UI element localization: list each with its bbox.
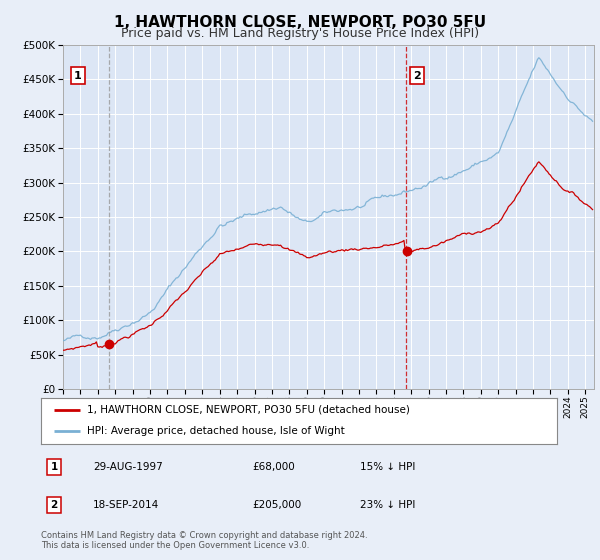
- Text: 2: 2: [50, 500, 58, 510]
- Text: 1, HAWTHORN CLOSE, NEWPORT, PO30 5FU: 1, HAWTHORN CLOSE, NEWPORT, PO30 5FU: [114, 15, 486, 30]
- Text: £68,000: £68,000: [252, 462, 295, 472]
- Text: 18-SEP-2014: 18-SEP-2014: [93, 500, 159, 510]
- Text: 1: 1: [50, 462, 58, 472]
- Text: Contains HM Land Registry data © Crown copyright and database right 2024.
This d: Contains HM Land Registry data © Crown c…: [41, 531, 367, 550]
- Text: 1, HAWTHORN CLOSE, NEWPORT, PO30 5FU (detached house): 1, HAWTHORN CLOSE, NEWPORT, PO30 5FU (de…: [87, 405, 410, 415]
- Text: 2: 2: [413, 71, 421, 81]
- Text: Price paid vs. HM Land Registry's House Price Index (HPI): Price paid vs. HM Land Registry's House …: [121, 27, 479, 40]
- Text: 1: 1: [74, 71, 82, 81]
- Text: HPI: Average price, detached house, Isle of Wight: HPI: Average price, detached house, Isle…: [87, 426, 345, 436]
- Text: 23% ↓ HPI: 23% ↓ HPI: [360, 500, 415, 510]
- Text: 29-AUG-1997: 29-AUG-1997: [93, 462, 163, 472]
- Text: 15% ↓ HPI: 15% ↓ HPI: [360, 462, 415, 472]
- Text: £205,000: £205,000: [252, 500, 301, 510]
